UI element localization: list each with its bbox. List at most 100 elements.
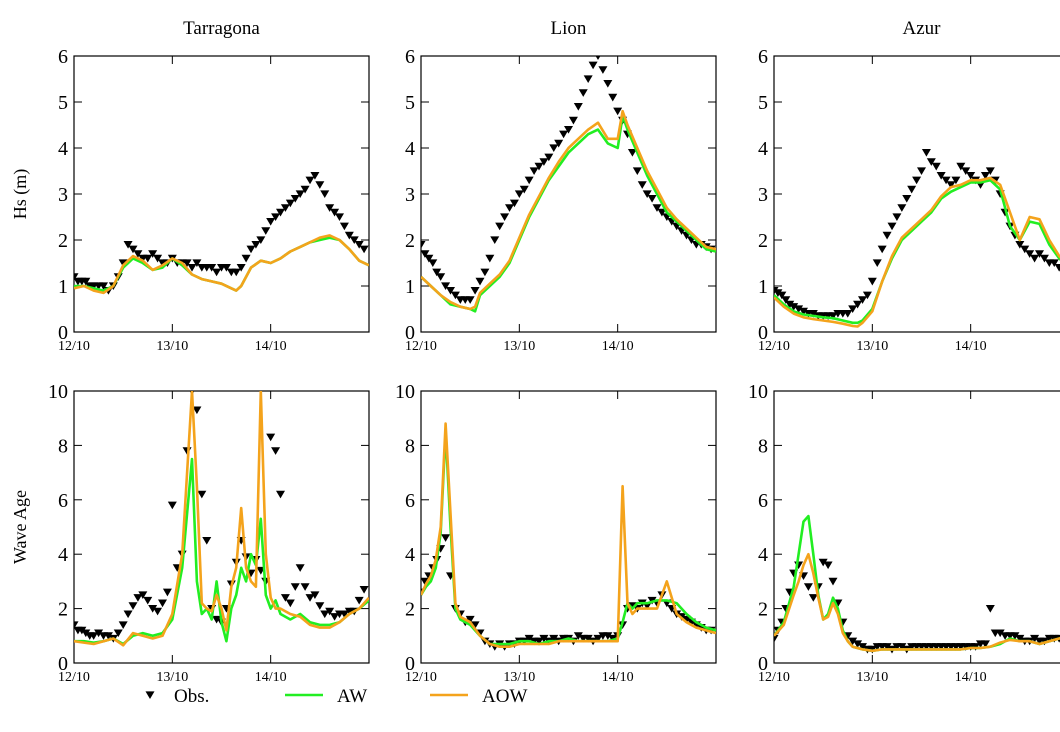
obs-point [1054,264,1060,272]
obs-point [276,208,285,217]
obs-point [441,534,451,542]
obs-point [980,172,990,180]
y-tick-label: 0 [405,653,415,675]
obs-point [595,56,601,61]
obs-point [583,634,593,643]
obs-point [514,190,524,199]
obs-point [212,615,222,624]
obs-point [657,208,667,217]
obs-point [187,264,197,272]
obs-point [315,181,325,189]
obs-point [490,236,500,245]
obs-point [789,303,799,311]
y-tick-label: 0 [58,322,68,344]
obs-point [428,259,438,268]
obs-point [310,172,320,180]
obs-point [1030,254,1040,263]
legend-label-aow: AOW [482,686,527,707]
x-tick-label: 13/10 [856,670,888,685]
obs-point [236,264,246,272]
obs-point [897,204,907,212]
series-aow-line [421,422,716,648]
obs-point [941,176,951,185]
obs-point [241,254,251,263]
obs-point [266,218,276,226]
obs-point [480,268,490,277]
obs-point [436,273,446,281]
obs-point [774,289,783,297]
obs-point [598,66,608,74]
obs-point [637,181,647,189]
obs-point [917,167,926,176]
obs-point [921,149,931,157]
obs-point [212,268,222,277]
obs-point [902,195,912,203]
obs-point [470,287,480,295]
x-tick-label: 14/10 [602,670,634,685]
obs-point [897,643,907,651]
y-tick-label: 6 [58,490,68,512]
obs-point [295,564,305,572]
obs-point [354,596,364,605]
series-obs [421,56,716,304]
series-aw-line [774,514,1060,653]
obs-point [153,607,163,616]
obs-point [207,264,217,272]
x-tick-label: 14/10 [255,670,287,685]
y-axis-label: Hs (m) [10,169,31,220]
obs-point [808,310,818,318]
obs-point [330,613,340,621]
x-tick-label: 12/10 [758,339,790,354]
obs-point [359,585,369,594]
obs-point [221,264,231,272]
obs-point [89,632,99,640]
obs-point [608,93,618,102]
y-tick-label: 4 [758,544,768,566]
plot-frame [773,390,1060,664]
obs-point [285,199,295,208]
obs-point [441,282,451,291]
obs-point [339,610,349,619]
chart-panel-2: 0 1 2 3 4 5 6 12/10 13/10 14/10 Lion [405,18,717,354]
obs-point [446,287,455,295]
obs-point [642,190,652,199]
obs-point [138,591,148,600]
obs-point [1010,632,1020,640]
x-tick-label: 14/10 [602,339,634,354]
obs-point [305,176,315,185]
obs-point [421,241,426,249]
obs-point [465,615,475,624]
obs-point [534,162,544,171]
obs-point [823,561,833,570]
obs-point [985,167,995,176]
obs-point [1025,250,1035,258]
obs-point [848,305,858,314]
obs-point [774,634,779,643]
obs-point [682,615,691,624]
obs-point [280,594,290,602]
obs-point [785,300,795,309]
legend-label-aw: AW [337,686,367,707]
series-obs [74,172,369,295]
obs-point [113,629,123,638]
obs-point [882,643,892,651]
obs-point [803,583,813,591]
obs-point [99,282,108,291]
y-tick-label: 2 [758,599,768,621]
obs-point [549,634,559,643]
y-tick-label: 2 [758,230,768,252]
obs-point [231,268,241,277]
obs-point [285,599,295,608]
y-tick-label: 0 [405,322,415,344]
x-tick-label: 12/10 [405,339,437,354]
series-obs [774,149,1060,320]
y-tick-label: 6 [758,46,768,68]
obs-point [892,213,902,222]
obs-point [593,634,603,643]
obs-point [848,637,858,646]
plot-frame [420,390,717,664]
y-tick-label: 5 [58,92,68,114]
panel-title: Azur [903,18,942,39]
obs-point [808,594,818,602]
obs-point [559,130,569,139]
